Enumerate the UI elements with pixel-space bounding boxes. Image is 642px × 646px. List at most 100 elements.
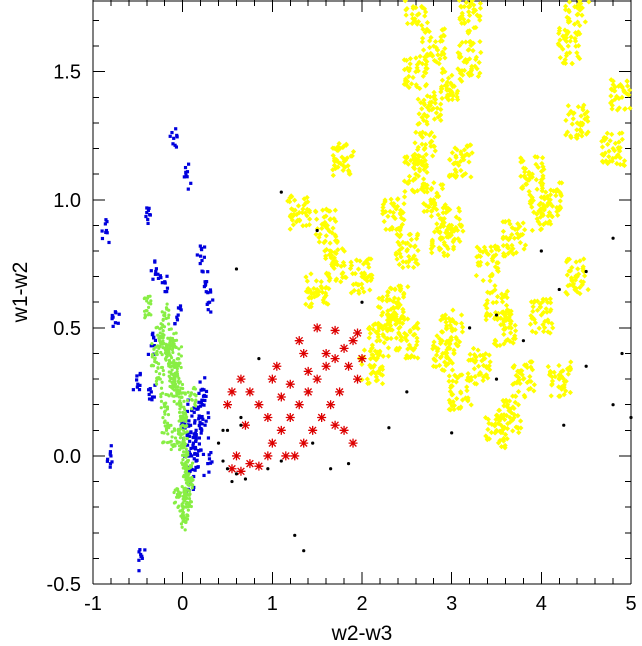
data-point (172, 442, 176, 447)
data-point (433, 352, 440, 358)
data-point (516, 429, 522, 436)
data-point (545, 363, 551, 370)
data-point (184, 450, 189, 454)
data-point (512, 399, 518, 406)
data-point (438, 85, 445, 92)
data-point (461, 67, 468, 74)
data-point (459, 329, 466, 335)
data-point (450, 307, 456, 313)
data-point (140, 556, 144, 560)
data-point (465, 18, 471, 24)
data-point (454, 96, 461, 103)
data-point (199, 448, 203, 452)
data-point (438, 52, 445, 58)
data-point (575, 266, 581, 272)
data-point (145, 309, 149, 313)
data-point (304, 213, 310, 219)
data-point (562, 7, 569, 13)
data-point (519, 372, 525, 378)
data-point (155, 325, 160, 329)
data-point (619, 94, 625, 100)
data-point (539, 155, 546, 161)
data-point (457, 51, 463, 57)
data-point (577, 284, 583, 291)
data-point (447, 156, 453, 163)
data-point (469, 0, 475, 4)
data-point (311, 441, 315, 445)
data-point (206, 270, 210, 274)
data-point (422, 157, 428, 164)
data-point (334, 147, 340, 153)
data-point (493, 427, 500, 433)
data-point (471, 25, 477, 31)
data-point (515, 402, 522, 408)
data-point (580, 266, 586, 272)
data-point (110, 460, 114, 464)
data-point (165, 290, 169, 294)
data-point (451, 351, 457, 357)
data-point (509, 242, 515, 249)
data-point (445, 252, 451, 258)
data-point (361, 347, 368, 353)
data-point (417, 53, 423, 60)
data-point (149, 269, 153, 273)
data-point (181, 497, 185, 501)
data-point (449, 72, 455, 78)
data-point (517, 223, 523, 230)
data-point (487, 278, 493, 284)
data-point (168, 134, 172, 138)
data-point (189, 181, 193, 185)
data-point (507, 338, 513, 345)
data-point (473, 381, 480, 387)
x-tick-label: 2 (356, 593, 367, 615)
data-point (323, 206, 330, 212)
data-point (172, 399, 176, 404)
data-point (100, 229, 104, 233)
data-point (557, 287, 561, 292)
data-point (507, 321, 514, 327)
data-point (185, 460, 190, 464)
data-point (547, 330, 553, 336)
data-point (407, 61, 413, 67)
data-point (454, 147, 460, 153)
data-point (415, 355, 421, 361)
data-point (405, 390, 409, 394)
data-point (195, 253, 199, 257)
data-point (526, 386, 532, 393)
data-point (203, 280, 207, 284)
data-point (159, 395, 163, 399)
data-point (458, 389, 464, 395)
data-point (419, 141, 425, 147)
data-point (166, 432, 170, 436)
data-point (608, 93, 614, 99)
data-point (175, 367, 179, 371)
data-point (146, 294, 150, 299)
data-point (147, 206, 151, 210)
data-point (418, 186, 425, 192)
data-point (426, 28, 432, 35)
data-point (508, 330, 514, 336)
data-point (581, 256, 587, 262)
data-point (312, 208, 319, 214)
data-point (156, 333, 160, 337)
data-point (511, 362, 517, 369)
data-point (576, 55, 583, 62)
data-point (348, 153, 354, 159)
data-point (515, 388, 522, 395)
data-point (170, 430, 174, 434)
data-point (478, 49, 484, 56)
data-point (574, 5, 580, 11)
data-point (503, 338, 509, 344)
data-point (521, 339, 526, 343)
data-point (338, 279, 344, 285)
data-point (368, 277, 374, 284)
data-point (536, 325, 542, 331)
data-point (420, 73, 426, 79)
data-point (188, 469, 192, 473)
data-point (111, 324, 115, 328)
data-point (192, 485, 196, 490)
data-point (548, 393, 554, 399)
data-point (178, 491, 183, 495)
data-point (449, 318, 455, 324)
data-point (624, 78, 630, 84)
